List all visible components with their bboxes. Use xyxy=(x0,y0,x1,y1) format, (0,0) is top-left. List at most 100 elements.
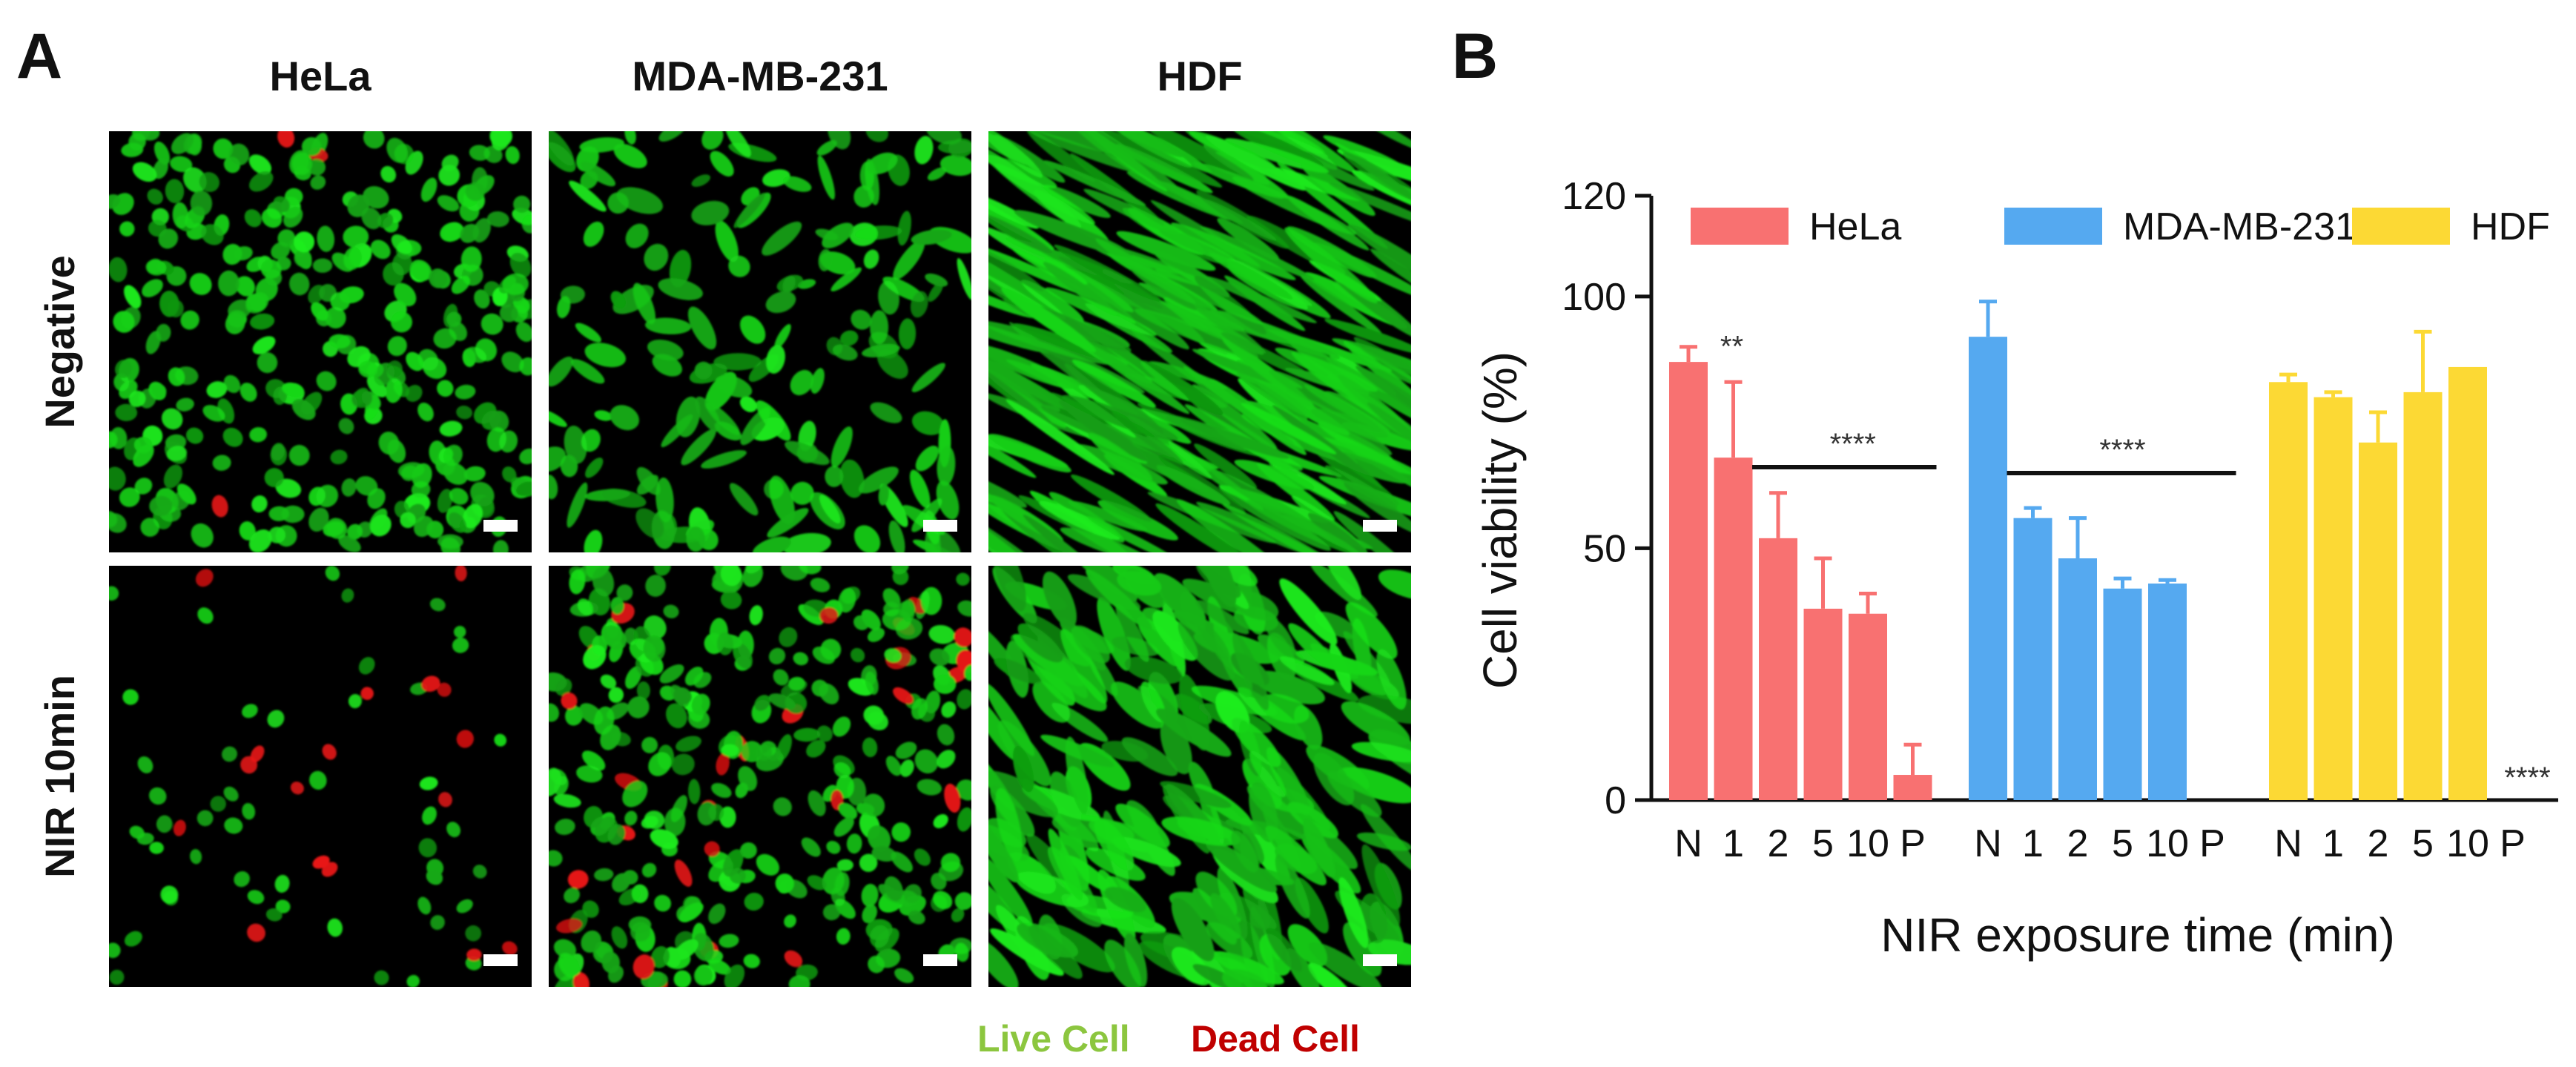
live-cell xyxy=(119,487,140,507)
live-cell xyxy=(569,180,607,212)
live-cell xyxy=(1014,871,1089,908)
live-cell xyxy=(364,407,383,425)
dead-cell xyxy=(674,859,693,887)
live-cell xyxy=(927,167,947,181)
live-cell xyxy=(180,310,199,330)
live-cell xyxy=(870,402,902,423)
micrograph-negative-hela xyxy=(109,131,532,552)
x-tick-label: 1 xyxy=(2322,822,2344,865)
live-cell xyxy=(222,427,243,447)
live-cell xyxy=(833,762,851,779)
live-cell xyxy=(557,296,571,319)
live-cell xyxy=(862,904,877,924)
bar-hdf-5 xyxy=(2403,392,2443,800)
live-cell xyxy=(501,351,524,373)
live-cell xyxy=(733,193,765,228)
x-tick-label: P xyxy=(2500,822,2526,865)
live-cell xyxy=(1222,503,1347,552)
live-cell xyxy=(166,446,188,462)
live-cell xyxy=(110,427,128,449)
cell-layer xyxy=(109,566,518,987)
live-cell xyxy=(865,671,879,696)
panel-b-label: B xyxy=(1452,21,1498,92)
live-cell xyxy=(512,208,532,225)
live-cell xyxy=(838,587,856,613)
live-cell xyxy=(275,899,291,914)
live-cell xyxy=(1153,573,1206,627)
live-cell xyxy=(1279,656,1335,686)
live-cell xyxy=(951,908,965,922)
live-cell xyxy=(956,779,971,801)
live-cell xyxy=(1323,135,1406,170)
live-cell xyxy=(1308,512,1371,552)
live-cell xyxy=(940,853,961,873)
live-cell xyxy=(635,508,664,539)
live-cell xyxy=(584,529,603,552)
live-cell xyxy=(1155,503,1252,552)
live-cell xyxy=(1203,566,1258,587)
scale-bar xyxy=(483,520,518,532)
live-cell xyxy=(719,934,739,948)
live-cell xyxy=(1204,199,1277,241)
live-cell xyxy=(622,780,648,807)
dead-cell xyxy=(784,950,803,968)
live-cell xyxy=(818,248,832,271)
live-cell xyxy=(260,259,282,279)
dead-cell xyxy=(211,495,228,518)
live-cell xyxy=(465,182,486,202)
x-tick-label: 10 xyxy=(1846,822,1889,865)
micrograph-negative-mda-mb-231 xyxy=(549,131,971,552)
live-cell xyxy=(830,267,862,291)
live-cell xyxy=(1156,708,1232,757)
live-cell xyxy=(363,186,389,209)
live-cell xyxy=(553,974,577,987)
x-tick-label: 5 xyxy=(2412,822,2434,865)
x-tick-label: 5 xyxy=(2112,822,2133,865)
live-cell xyxy=(684,667,704,686)
live-cell xyxy=(452,637,469,653)
live-cell xyxy=(1140,360,1223,415)
live-cell xyxy=(265,379,286,399)
live-cell xyxy=(565,705,584,726)
live-cell xyxy=(658,278,703,300)
live-cell xyxy=(437,195,460,212)
live-cell xyxy=(583,221,604,247)
live-cell xyxy=(463,466,486,482)
live-cell xyxy=(163,464,183,489)
live-cell xyxy=(370,240,391,260)
live-cell xyxy=(676,736,701,752)
live-cell xyxy=(386,360,403,377)
live-cell xyxy=(988,320,1112,365)
live-cell xyxy=(386,137,408,163)
live-cell xyxy=(480,313,503,335)
live-cell xyxy=(1095,238,1196,304)
live-cell xyxy=(810,368,825,394)
live-cell xyxy=(1308,962,1355,987)
live-cell xyxy=(1171,222,1296,280)
live-cell xyxy=(988,434,1071,473)
live-cell xyxy=(148,787,167,805)
live-cell xyxy=(301,136,322,156)
live-cell xyxy=(1028,925,1083,980)
dead-cell xyxy=(556,918,582,934)
live-cell xyxy=(928,624,955,644)
live-cell xyxy=(891,566,909,575)
live-cell xyxy=(441,154,459,171)
significance-label: ** xyxy=(1720,330,1743,363)
live-cell xyxy=(549,409,567,427)
live-cell xyxy=(449,488,469,505)
live-cell xyxy=(549,475,558,500)
live-cell xyxy=(785,692,808,714)
live-cell xyxy=(611,926,628,949)
live-cell xyxy=(271,443,285,461)
live-cell xyxy=(122,689,139,705)
live-cell xyxy=(711,782,732,799)
live-cell xyxy=(1232,718,1281,767)
live-cell xyxy=(140,518,159,537)
live-cell xyxy=(1115,803,1170,848)
bar-chart: 0 50 100 120 Cell viability (%) NIR exposure … xyxy=(1473,175,2558,962)
live-cell xyxy=(328,334,351,348)
live-cell xyxy=(743,954,760,968)
x-tick-label: 2 xyxy=(1768,822,1789,865)
live-cell xyxy=(242,704,258,719)
